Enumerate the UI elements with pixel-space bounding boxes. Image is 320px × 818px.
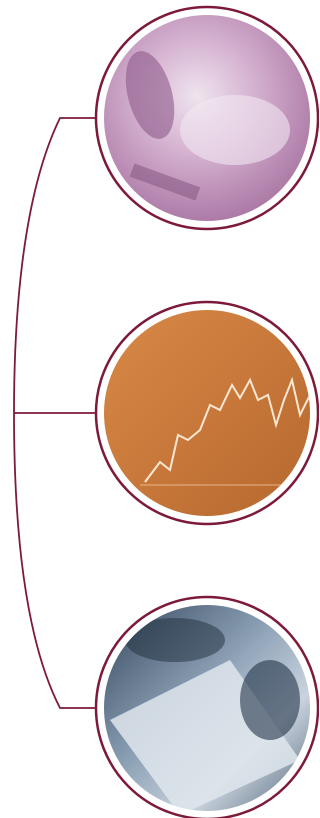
photo-detail	[180, 95, 290, 165]
graphic	[0, 0, 319, 818]
photo-detail	[240, 660, 300, 740]
page: (() => { const data = JSON.parse(documen…	[0, 0, 319, 818]
photo-circle	[96, 7, 318, 229]
photo-circle	[96, 302, 318, 524]
photo-circle	[96, 597, 318, 818]
